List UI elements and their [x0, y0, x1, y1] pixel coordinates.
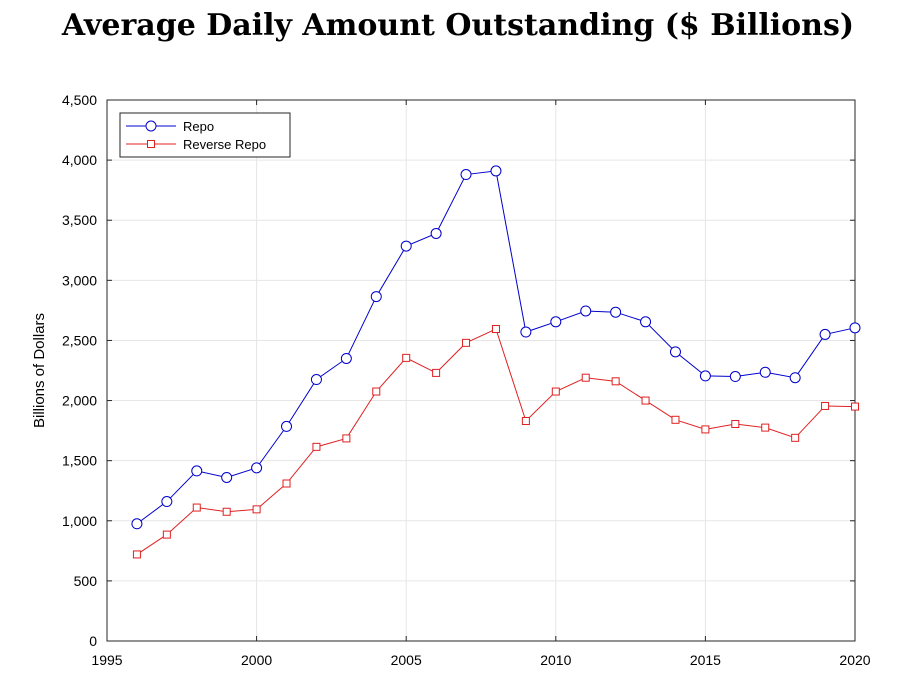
repo-point — [460, 169, 472, 181]
y-tick-label: 1,000 — [62, 513, 97, 529]
reverse-repo-point — [402, 353, 411, 362]
legend-box — [119, 112, 291, 158]
repo-point — [340, 352, 352, 364]
reverse-repo-point — [372, 387, 381, 396]
repo-point — [400, 240, 412, 252]
x-tick-label: 1995 — [91, 652, 122, 668]
reverse-repo-point — [342, 434, 351, 443]
reverse-repo-point — [192, 503, 201, 512]
repo-point — [310, 374, 322, 386]
repo-point — [550, 316, 562, 328]
x-axis-ticks: 1995 2000 2005 2010 2015 2020 — [91, 100, 871, 668]
reverse-repo-point — [462, 338, 471, 347]
y-tick-label: 4,500 — [62, 92, 97, 108]
grid-lines — [107, 100, 855, 641]
legend-reverse-repo-marker — [147, 140, 155, 148]
repo-point — [520, 326, 532, 338]
repo-point — [191, 465, 203, 477]
repo-point — [580, 305, 592, 317]
reverse-repo-point — [731, 419, 740, 428]
repo-point — [430, 227, 442, 239]
repo-point — [490, 165, 502, 177]
reverse-repo-point — [611, 377, 620, 386]
reverse-repo-point — [851, 402, 859, 411]
legend: Repo Reverse Repo — [119, 112, 291, 158]
reverse-repo-point — [761, 423, 770, 432]
reverse-repo-point — [132, 550, 141, 559]
y-tick-label: 3,000 — [62, 272, 97, 288]
x-tick-label: 2000 — [241, 652, 272, 668]
repo-point — [819, 328, 831, 340]
reverse-repo-point — [671, 415, 680, 424]
series-group — [131, 165, 861, 559]
repo-point — [370, 291, 382, 303]
repo-point — [640, 316, 652, 328]
reverse-repo-point — [312, 442, 321, 451]
repo-point — [161, 496, 173, 508]
y-tick-label: 1,500 — [62, 453, 97, 469]
reverse-repo-point — [252, 505, 261, 514]
repo-line — [136, 170, 856, 525]
legend-repo-marker — [145, 120, 157, 132]
reverse-repo-point — [162, 530, 171, 539]
plot-area-frame — [106, 99, 856, 642]
repo-point — [610, 306, 622, 318]
reverse-repo-point — [282, 479, 291, 488]
y-tick-label: 3,500 — [62, 212, 97, 228]
repo-point — [789, 372, 801, 384]
y-tick-label: 2,000 — [62, 393, 97, 409]
reverse-repo-point — [551, 387, 560, 396]
x-tick-label: 2005 — [391, 652, 422, 668]
y-tick-label: 2,500 — [62, 332, 97, 348]
repo-point — [729, 371, 741, 383]
legend-reverse-repo-label: Reverse Repo — [183, 137, 266, 152]
x-tick-label: 2020 — [839, 652, 870, 668]
repo-point — [131, 518, 143, 530]
reverse-repo-point — [821, 401, 830, 410]
repo-point — [849, 322, 861, 334]
repo-point — [759, 366, 771, 378]
reverse-repo-point — [521, 416, 530, 425]
reverse-repo-point — [432, 368, 441, 377]
y-tick-label: 500 — [74, 573, 98, 589]
repo-point — [221, 471, 233, 483]
reverse-repo-point — [491, 325, 500, 334]
reverse-repo-point — [641, 396, 650, 405]
repo-point — [251, 462, 263, 474]
reverse-repo-point — [701, 425, 710, 434]
reverse-repo-point — [581, 373, 590, 382]
reverse-repo-point — [222, 507, 231, 516]
repo-point — [699, 370, 711, 382]
repo-point — [281, 420, 293, 432]
chart-title: Average Daily Amount Outstanding ($ Bill… — [61, 8, 855, 43]
y-axis-label: Billions of Dollars — [31, 313, 48, 428]
x-tick-label: 2015 — [690, 652, 721, 668]
legend-repo-label: Repo — [183, 119, 214, 134]
y-tick-label: 0 — [89, 633, 97, 649]
reverse-repo-point — [791, 433, 800, 442]
repo-point — [669, 346, 681, 358]
y-axis-ticks: 0 500 1,000 1,500 2,000 2,500 3,000 3,500 4,000 4… — [62, 92, 855, 649]
x-tick-label: 2010 — [540, 652, 571, 668]
y-tick-label: 4,000 — [62, 152, 97, 168]
